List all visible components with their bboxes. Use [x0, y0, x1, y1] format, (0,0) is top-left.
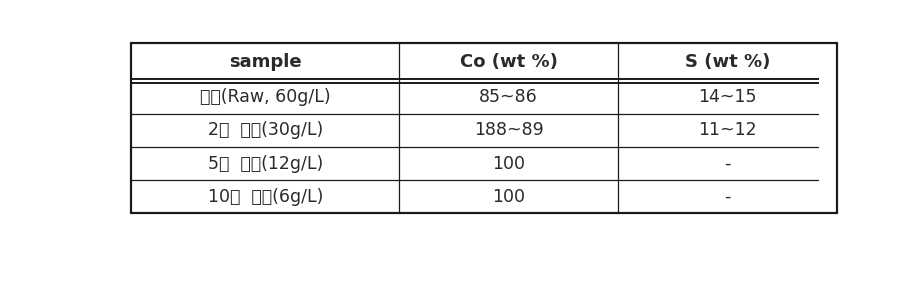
Text: -: -: [724, 155, 731, 173]
Text: 100: 100: [492, 155, 525, 173]
Text: 188~89: 188~89: [474, 121, 543, 140]
Text: sample: sample: [229, 53, 302, 71]
Text: 11~12: 11~12: [698, 121, 756, 140]
Text: 14~15: 14~15: [698, 88, 756, 106]
Text: 10배  희석(6g/L): 10배 희석(6g/L): [207, 188, 323, 206]
Text: 2배  희석(30g/L): 2배 희석(30g/L): [207, 121, 323, 140]
Text: Co (wt %): Co (wt %): [460, 53, 558, 71]
Text: 100: 100: [492, 188, 525, 206]
Bar: [131, 43, 836, 213]
Text: S (wt %): S (wt %): [684, 53, 770, 71]
Text: 5배  희석(12g/L): 5배 희석(12g/L): [207, 155, 323, 173]
Text: 원액(Raw, 60g/L): 원액(Raw, 60g/L): [200, 88, 330, 106]
Text: 85~86: 85~86: [480, 88, 538, 106]
Text: -: -: [724, 188, 731, 206]
